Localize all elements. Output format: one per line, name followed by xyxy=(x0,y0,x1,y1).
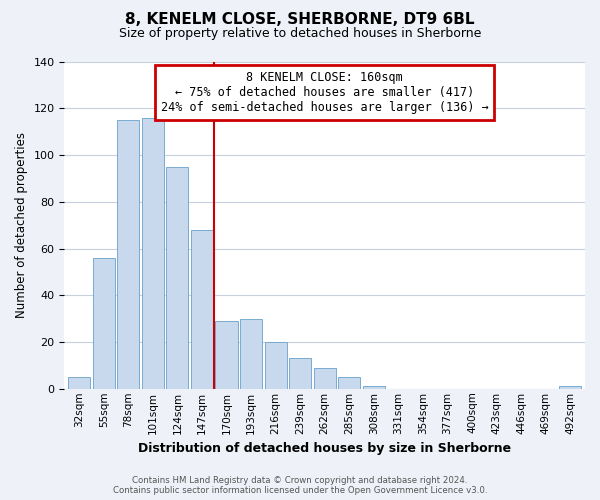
Bar xyxy=(68,377,90,389)
Bar xyxy=(166,166,188,389)
Bar xyxy=(215,321,238,389)
Text: Contains HM Land Registry data © Crown copyright and database right 2024.
Contai: Contains HM Land Registry data © Crown c… xyxy=(113,476,487,495)
Bar xyxy=(338,377,361,389)
Bar xyxy=(191,230,213,389)
Bar xyxy=(240,318,262,389)
Text: 8 KENELM CLOSE: 160sqm
← 75% of detached houses are smaller (417)
24% of semi-de: 8 KENELM CLOSE: 160sqm ← 75% of detached… xyxy=(161,72,488,114)
Bar xyxy=(265,342,287,389)
Bar xyxy=(117,120,139,389)
Bar xyxy=(92,258,115,389)
Bar xyxy=(289,358,311,389)
Bar xyxy=(314,368,336,389)
Bar xyxy=(142,118,164,389)
Y-axis label: Number of detached properties: Number of detached properties xyxy=(15,132,28,318)
X-axis label: Distribution of detached houses by size in Sherborne: Distribution of detached houses by size … xyxy=(138,442,511,455)
Bar xyxy=(559,386,581,389)
Text: 8, KENELM CLOSE, SHERBORNE, DT9 6BL: 8, KENELM CLOSE, SHERBORNE, DT9 6BL xyxy=(125,12,475,28)
Text: Size of property relative to detached houses in Sherborne: Size of property relative to detached ho… xyxy=(119,28,481,40)
Bar xyxy=(363,386,385,389)
